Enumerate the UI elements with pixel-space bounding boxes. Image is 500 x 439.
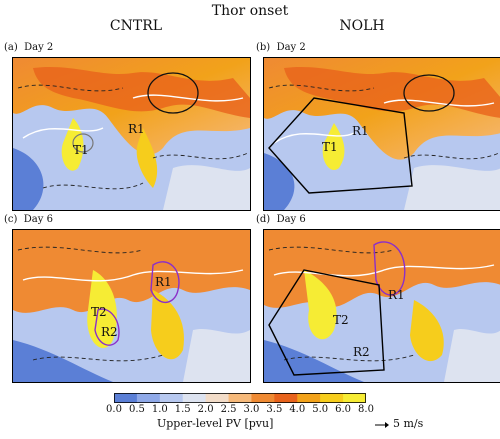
colorbar-tick-label: 4.0 bbox=[289, 404, 306, 415]
region-t2-d: T2 bbox=[333, 313, 349, 327]
panel-a-label: (a) Day 2 bbox=[4, 42, 54, 53]
column-title-nolh: NOLH bbox=[339, 18, 385, 34]
colorbar-segment bbox=[114, 393, 138, 403]
colorbar-tick-label: 0.0 bbox=[106, 404, 122, 415]
region-r1-b: R1 bbox=[352, 124, 369, 138]
map-panel-a bbox=[12, 57, 251, 211]
figure-title: Thor onset bbox=[211, 3, 289, 19]
colorbar-tick-label: 8.0 bbox=[358, 404, 374, 415]
colorbar-segment bbox=[320, 393, 344, 403]
colorbar-tick-label: 3.0 bbox=[243, 404, 260, 415]
map-panel-d bbox=[263, 229, 500, 383]
colorbar-segment bbox=[251, 393, 275, 403]
colorbar-tick-label: 1.0 bbox=[151, 404, 168, 415]
reference-vector-arrow-icon bbox=[375, 422, 389, 428]
colorbar-tick-label: 3.5 bbox=[266, 404, 283, 415]
colorbar-segment bbox=[274, 393, 298, 403]
region-r2-c: R2 bbox=[101, 325, 118, 339]
region-r1-a: R1 bbox=[128, 122, 145, 136]
reference-vector-label: 5 m/s bbox=[393, 417, 424, 430]
colorbar-tick-label: 2.5 bbox=[220, 404, 237, 415]
colorbar-segment bbox=[228, 393, 252, 403]
colorbar-segment bbox=[136, 393, 161, 403]
map-panel-b bbox=[263, 57, 500, 211]
panel-b-label: (b) Day 2 bbox=[256, 42, 306, 53]
column-title-cntrl: CNTRL bbox=[109, 18, 163, 34]
colorbar bbox=[114, 393, 366, 403]
colorbar-segment bbox=[159, 393, 184, 403]
colorbar-tick-label: 0.5 bbox=[128, 404, 145, 415]
colorbar-label: Upper-level PV [pvu] bbox=[157, 417, 274, 430]
region-r2-d: R2 bbox=[353, 345, 370, 359]
region-t1-a: T1 bbox=[73, 143, 89, 157]
colorbar-segment bbox=[205, 393, 230, 403]
colorbar-tick-label: 6.0 bbox=[335, 404, 352, 415]
region-t1-b: T1 bbox=[322, 140, 338, 154]
colorbar-tick-label: 1.5 bbox=[174, 404, 191, 415]
colorbar-segment bbox=[343, 393, 366, 403]
panel-c-label: (c) Day 6 bbox=[4, 214, 53, 225]
colorbar-segment bbox=[297, 393, 321, 403]
map-panel-c bbox=[12, 229, 251, 383]
region-r1-c: R1 bbox=[155, 275, 172, 289]
region-r1-d: R1 bbox=[388, 288, 405, 302]
region-t2-c: T2 bbox=[91, 305, 107, 319]
colorbar-tick-label: 2.0 bbox=[197, 404, 214, 415]
colorbar-segment bbox=[182, 393, 207, 403]
panel-d-label: (d) Day 6 bbox=[256, 214, 306, 225]
colorbar-tick-label: 5.0 bbox=[312, 404, 329, 415]
